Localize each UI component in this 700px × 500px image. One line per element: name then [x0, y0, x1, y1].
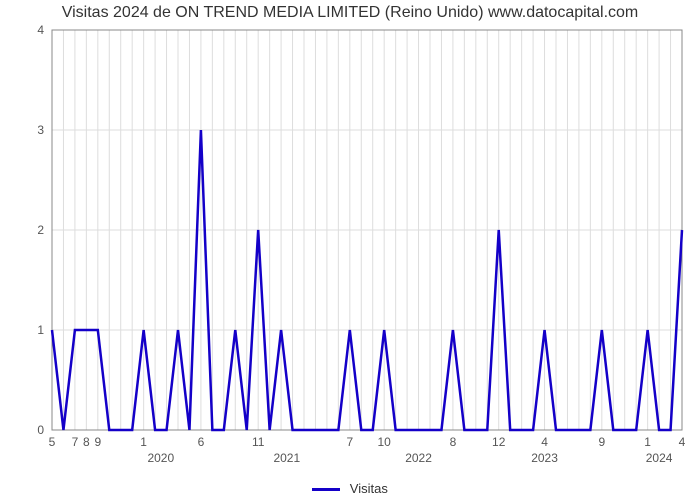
svg-text:4: 4 — [37, 23, 44, 37]
legend-swatch-visitas — [312, 488, 340, 491]
svg-text:10: 10 — [378, 435, 392, 449]
svg-text:2023: 2023 — [531, 451, 558, 465]
chart-container: Visitas 2024 de ON TREND MEDIA LIMITED (… — [0, 0, 700, 500]
svg-text:4: 4 — [541, 435, 548, 449]
svg-text:0: 0 — [37, 423, 44, 437]
svg-text:5: 5 — [49, 435, 56, 449]
svg-text:9: 9 — [598, 435, 605, 449]
svg-text:1: 1 — [644, 435, 651, 449]
svg-text:1: 1 — [37, 323, 44, 337]
svg-text:7: 7 — [346, 435, 353, 449]
svg-text:6: 6 — [198, 435, 205, 449]
visits-line-chart: 0123457891611710812491420202021202220232… — [0, 0, 700, 500]
svg-text:8: 8 — [450, 435, 457, 449]
svg-text:8: 8 — [83, 435, 90, 449]
svg-text:1: 1 — [140, 435, 147, 449]
svg-text:9: 9 — [94, 435, 101, 449]
svg-text:11: 11 — [252, 435, 265, 449]
svg-text:2: 2 — [37, 223, 44, 237]
svg-text:7: 7 — [72, 435, 79, 449]
svg-text:2024: 2024 — [646, 451, 673, 465]
svg-text:2021: 2021 — [273, 451, 300, 465]
svg-text:2020: 2020 — [147, 451, 174, 465]
svg-text:2022: 2022 — [405, 451, 432, 465]
chart-legend: Visitas — [0, 481, 700, 496]
svg-text:12: 12 — [492, 435, 506, 449]
svg-text:3: 3 — [37, 123, 44, 137]
legend-label-visitas: Visitas — [350, 481, 388, 496]
svg-text:4: 4 — [679, 435, 686, 449]
